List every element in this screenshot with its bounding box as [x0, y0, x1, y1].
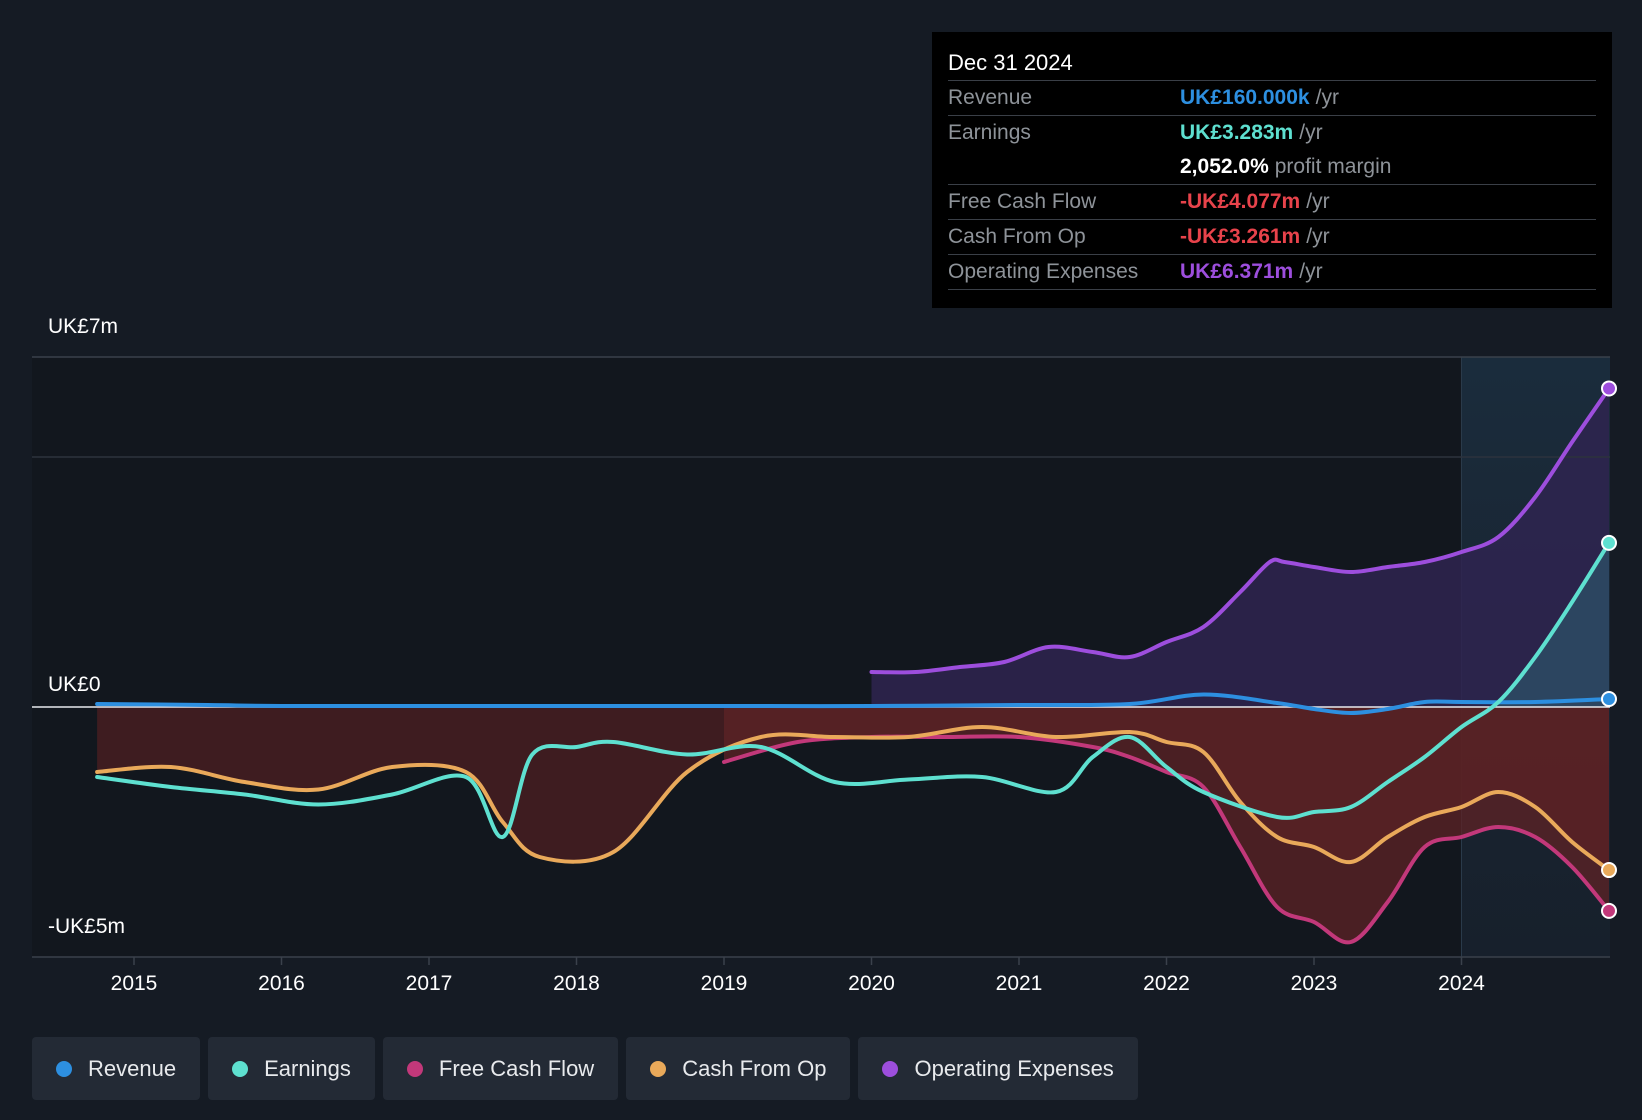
y-label-zero: UK£0 — [48, 673, 101, 696]
x-tick-label: 2016 — [258, 972, 305, 995]
tooltip-label: Free Cash Flow — [948, 190, 1097, 213]
end-point-revenue — [1601, 691, 1617, 707]
tooltip-unit: /yr — [1315, 86, 1339, 109]
area-opex — [871, 388, 1609, 707]
tooltip-panel: Dec 31 2024 Revenue UK£160.000k /yr Earn… — [932, 32, 1612, 308]
line-earnings — [95, 540, 1611, 839]
area-fcf — [724, 707, 1609, 943]
legend-item-operating-expenses[interactable]: Operating Expenses — [858, 1037, 1138, 1100]
tooltip-value: UK£160.000k — [1180, 86, 1310, 109]
tooltip-date: Dec 31 2024 — [948, 46, 1596, 81]
x-tick-label: 2015 — [111, 972, 158, 995]
tooltip-label: Earnings — [948, 121, 1031, 144]
line-fcf — [722, 734, 1611, 945]
legend-item-revenue[interactable]: Revenue — [32, 1037, 201, 1100]
x-tick-label: 2023 — [1291, 972, 1338, 995]
legend-item-cash-from-op[interactable]: Cash From Op — [626, 1037, 851, 1100]
end-point-earnings — [1601, 534, 1617, 551]
legend-label: Operating Expenses — [914, 1055, 1114, 1081]
line-opex — [869, 386, 1611, 675]
legend-dot-icon — [882, 1060, 899, 1077]
tooltip-row-operating-expenses: Operating Expenses UK£6.371m /yr — [948, 255, 1596, 290]
x-tick-label: 2021 — [996, 972, 1043, 995]
end-point-opex — [1601, 380, 1617, 397]
end-point-fcf — [1601, 902, 1617, 919]
tooltip-label: Cash From Op — [948, 225, 1086, 248]
legend-label: Revenue — [88, 1055, 177, 1081]
line-cfo — [95, 725, 1611, 873]
end-point-cfo — [1601, 862, 1617, 879]
x-tick-label: 2020 — [848, 972, 895, 995]
x-tick-label: 2022 — [1143, 972, 1190, 995]
tooltip-label: Operating Expenses — [948, 260, 1139, 283]
legend-item-earnings[interactable]: Earnings — [208, 1037, 375, 1100]
tooltip-row-free-cash-flow: Free Cash Flow -UK£4.077m /yr — [948, 185, 1596, 220]
legend-dot-icon — [650, 1060, 667, 1077]
tooltip-row-profit-margin: 2,052.0% profit margin — [948, 150, 1596, 185]
tooltip-value: -UK£3.261m — [1180, 225, 1301, 248]
legend-label: Free Cash Flow — [438, 1055, 595, 1081]
tooltip-unit: profit margin — [1274, 155, 1392, 178]
legend-label: Earnings — [264, 1055, 351, 1081]
tooltip-row-revenue: Revenue UK£160.000k /yr — [948, 81, 1596, 116]
tooltip-value: 2,052.0% — [1180, 155, 1269, 178]
legend-label: Cash From Op — [682, 1055, 827, 1081]
tooltip-label: Revenue — [948, 86, 1033, 109]
tooltip-row-earnings: Earnings UK£3.283m /yr — [948, 116, 1596, 150]
x-tick-label: 2024 — [1438, 972, 1485, 995]
legend-dot-icon — [56, 1060, 72, 1077]
tooltip-unit: /yr — [1299, 121, 1323, 144]
x-tick-label: 2017 — [406, 972, 453, 995]
tooltip-value: UK£3.283m — [1180, 121, 1294, 144]
line-revenue — [95, 692, 1611, 715]
x-tick-label: 2018 — [553, 972, 600, 995]
tooltip-value: UK£6.371m — [1180, 260, 1294, 283]
x-tick-label: 2019 — [701, 972, 748, 995]
tooltip-unit: /yr — [1299, 260, 1323, 283]
legend-item-free-cash-flow[interactable]: Free Cash Flow — [382, 1037, 619, 1100]
tooltip-row-cash-from-op: Cash From Op -UK£3.261m /yr — [948, 220, 1596, 255]
tooltip-unit: /yr — [1306, 225, 1330, 248]
tooltip-value: -UK£4.077m — [1180, 190, 1301, 213]
legend-dot-icon — [232, 1060, 249, 1077]
y-label-bottom: -UK£5m — [48, 915, 125, 938]
tooltip-unit: /yr — [1306, 190, 1330, 213]
area-earnings — [1498, 542, 1609, 707]
chart-legend: Revenue Earnings Free Cash Flow Cash Fro… — [32, 1037, 1146, 1100]
y-label-top: UK£7m — [48, 315, 118, 338]
legend-dot-icon — [406, 1060, 423, 1077]
tooltip-label — [948, 150, 1180, 184]
